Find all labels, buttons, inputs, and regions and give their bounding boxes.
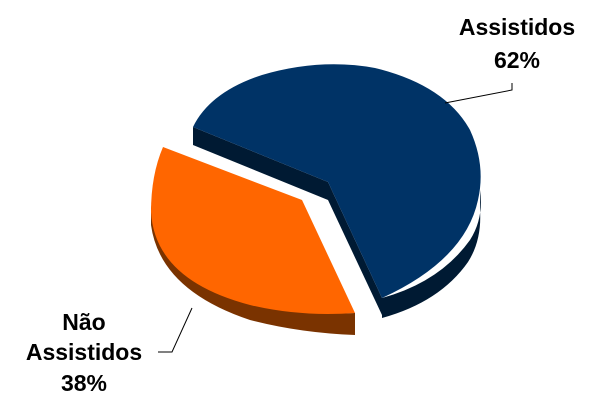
pie-slice-assistidos: [193, 64, 481, 318]
label-nao-assistidos-percent: 38%: [61, 370, 107, 396]
label-nao-assistidos-name-line1: Não: [62, 309, 105, 335]
label-nao-assistidos-name-line2: Assistidos: [26, 339, 142, 365]
pie-slice-nao-assistidos-side: [151, 205, 355, 335]
pie-slice-assistidos-radial-face: [328, 182, 382, 315]
pie-slice-assistidos-rim: [382, 190, 481, 318]
pie-slice-assistidos-top: [193, 64, 481, 298]
label-assistidos-name: Assistidos: [459, 14, 575, 40]
leader-line-assistidos: [444, 83, 513, 104]
pie-slice-assistidos-wedge-face: [193, 127, 328, 200]
pie-slice-nao-assistidos-top: [151, 147, 355, 314]
pie-slice-nao-assistidos: [151, 147, 355, 335]
leader-line-nao-assistidos: [158, 307, 193, 353]
label-assistidos-percent: 62%: [494, 47, 540, 73]
